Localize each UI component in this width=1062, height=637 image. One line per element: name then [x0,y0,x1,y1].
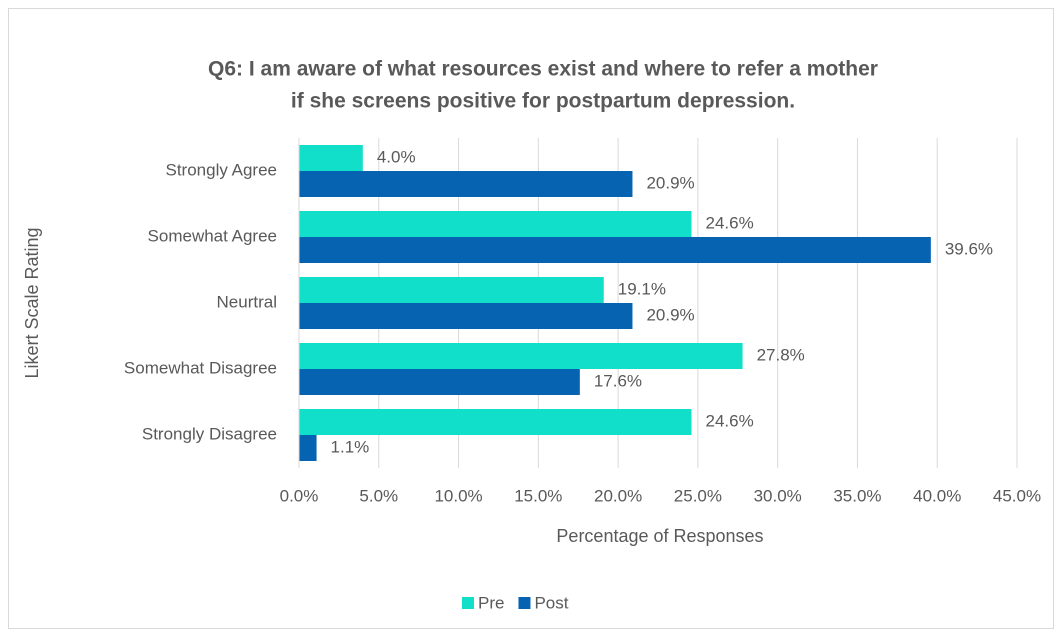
value-label: 19.1% [618,279,666,298]
value-label: 39.6% [945,239,993,258]
value-label: 27.8% [757,345,805,364]
x-tick-label: 20.0% [594,486,642,505]
bar [299,171,633,197]
x-tick-label: 25.0% [674,486,722,505]
y-tick-label: Strongly Agree [165,160,277,179]
legend-swatch [518,597,531,609]
bar [299,369,580,395]
bar [299,435,317,461]
legend-swatch [462,597,474,609]
value-label: 24.6% [706,411,754,430]
x-tick-label: 15.0% [514,486,562,505]
bar [299,277,604,303]
bar [299,237,931,263]
chart-title: Q6: I am aware of what resources exist a… [208,58,878,81]
y-tick-label: Strongly Disagree [142,424,277,443]
legend-label: Post [534,593,568,612]
value-label: 17.6% [594,371,642,390]
x-tick-label: 40.0% [913,486,961,505]
value-label: 24.6% [706,213,754,232]
x-axis-title: Percentage of Responses [556,526,763,546]
y-tick-label: Somewhat Disagree [124,358,277,377]
y-tick-label: Somewhat Agree [148,226,277,245]
legend-label: Pre [478,593,504,612]
bar [299,343,743,369]
y-tick-label: Neurtral [217,292,277,311]
bar [299,145,363,171]
x-tick-label: 35.0% [833,486,881,505]
x-tick-label: 5.0% [359,486,398,505]
x-tick-label: 30.0% [754,486,802,505]
bar [299,303,633,329]
bar [299,409,692,435]
value-label: 1.1% [331,437,370,456]
x-tick-label: 10.0% [434,486,482,505]
x-tick-label: 0.0% [280,486,319,505]
bar [299,211,692,237]
value-label: 4.0% [377,147,416,166]
value-label: 20.9% [646,305,694,324]
chart-title: if she screens positive for postpartum d… [291,90,795,113]
x-tick-label: 45.0% [993,486,1041,505]
value-label: 20.9% [646,173,694,192]
y-axis-title: Likert Scale Rating [22,227,42,378]
